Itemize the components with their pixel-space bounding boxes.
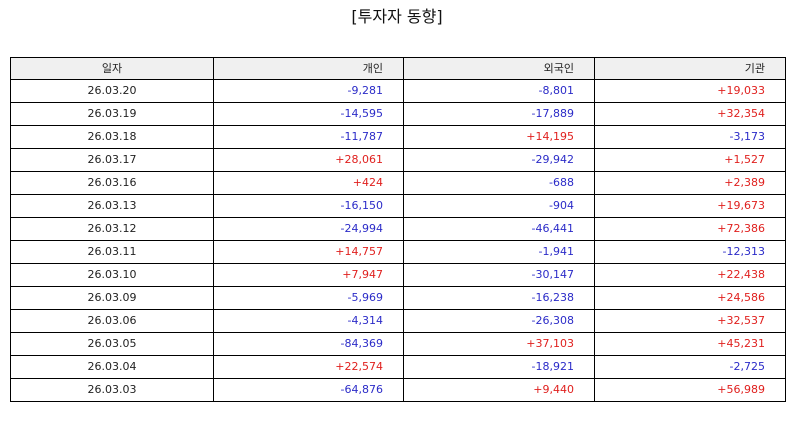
institution-cell: +32,354 [594,102,786,126]
individual-cell: -9,281 [213,79,404,103]
institution-cell: +1,527 [594,148,786,172]
table-row: 26.03.16 +424 -688 +2,389 [10,171,786,195]
table-row: 26.03.05 -84,369 +37,103 +45,231 [10,332,786,356]
table-row: 26.03.04 +22,574 -18,921 -2,725 [10,355,786,379]
foreign-cell: -29,942 [403,148,595,172]
date-cell: 26.03.11 [10,240,214,264]
date-cell: 26.03.09 [10,286,214,310]
date-cell: 26.03.20 [10,79,214,103]
institution-cell: -2,725 [594,355,786,379]
institution-cell: +2,389 [594,171,786,195]
column-header-institution: 기관 [594,57,786,80]
table-row: 26.03.10 +7,947 -30,147 +22,438 [10,263,786,287]
individual-cell: -24,994 [213,217,404,241]
individual-cell: -84,369 [213,332,404,356]
page-title: [투자자 동향] [351,7,443,26]
date-cell: 26.03.18 [10,125,214,149]
individual-cell: -16,150 [213,194,404,218]
date-cell: 26.03.03 [10,378,214,402]
foreign-cell: -18,921 [403,355,595,379]
foreign-cell: -1,941 [403,240,595,264]
institution-cell: +45,231 [594,332,786,356]
date-cell: 26.03.17 [10,148,214,172]
foreign-cell: -8,801 [403,79,595,103]
foreign-cell: -688 [403,171,595,195]
table-row: 26.03.03 -64,876 +9,440 +56,989 [10,378,786,402]
column-header-individual: 개인 [213,57,404,80]
table-row: 26.03.06 -4,314 -26,308 +32,537 [10,309,786,333]
foreign-cell: -16,238 [403,286,595,310]
institution-cell: +19,673 [594,194,786,218]
date-cell: 26.03.05 [10,332,214,356]
institution-cell: +19,033 [594,79,786,103]
foreign-cell: +14,195 [403,125,595,149]
foreign-cell: +9,440 [403,378,595,402]
foreign-cell: -46,441 [403,217,595,241]
foreign-cell: -26,308 [403,309,595,333]
date-cell: 26.03.19 [10,102,214,126]
institution-cell: +32,537 [594,309,786,333]
foreign-cell: -30,147 [403,263,595,287]
individual-cell: +424 [213,171,404,195]
table-row: 26.03.12 -24,994 -46,441 +72,386 [10,217,786,241]
institution-cell: +56,989 [594,378,786,402]
column-header-foreign: 외국인 [403,57,595,80]
table-row: 26.03.09 -5,969 -16,238 +24,586 [10,286,786,310]
table-row: 26.03.19 -14,595 -17,889 +32,354 [10,102,786,126]
date-cell: 26.03.04 [10,355,214,379]
individual-cell: -5,969 [213,286,404,310]
institution-cell: -12,313 [594,240,786,264]
date-cell: 26.03.13 [10,194,214,218]
date-cell: 26.03.10 [10,263,214,287]
individual-cell: +22,574 [213,355,404,379]
individual-cell: -4,314 [213,309,404,333]
institution-cell: +24,586 [594,286,786,310]
foreign-cell: +37,103 [403,332,595,356]
table-row: 26.03.17 +28,061 -29,942 +1,527 [10,148,786,172]
column-header-date: 일자 [10,57,214,80]
date-cell: 26.03.06 [10,309,214,333]
date-cell: 26.03.12 [10,217,214,241]
investor-trend-table: 일자 개인 외국인 기관 26.03.20 -9,281 -8,801 +19,033… [10,57,786,402]
individual-cell: -14,595 [213,102,404,126]
table-row: 26.03.18 -11,787 +14,195 -3,173 [10,125,786,149]
institution-cell: +72,386 [594,217,786,241]
individual-cell: -11,787 [213,125,404,149]
table-row: 26.03.20 -9,281 -8,801 +19,033 [10,79,786,103]
foreign-cell: -904 [403,194,595,218]
individual-cell: +28,061 [213,148,404,172]
individual-cell: +14,757 [213,240,404,264]
table-row: 26.03.11 +14,757 -1,941 -12,313 [10,240,786,264]
foreign-cell: -17,889 [403,102,595,126]
institution-cell: +22,438 [594,263,786,287]
individual-cell: -64,876 [213,378,404,402]
individual-cell: +7,947 [213,263,404,287]
table-row: 26.03.13 -16,150 -904 +19,673 [10,194,786,218]
institution-cell: -3,173 [594,125,786,149]
table-header-row: 일자 개인 외국인 기관 [10,57,786,80]
date-cell: 26.03.16 [10,171,214,195]
